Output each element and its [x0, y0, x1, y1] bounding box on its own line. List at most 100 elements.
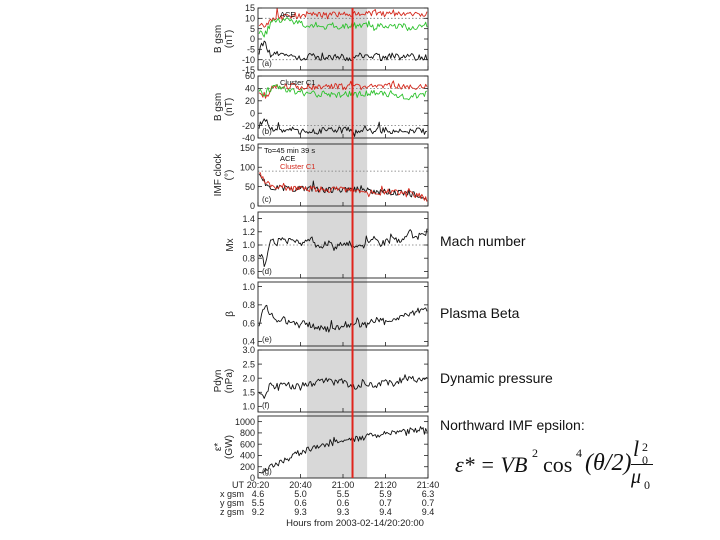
- panel-4-ylabel-line-0: Mx: [225, 238, 236, 251]
- panel-6-ylabel: Pdyn(nPa): [213, 369, 235, 393]
- panel-6: 3.0 2.5 2.0 1.5 1.0 Pdyn(nPa) (f): [213, 345, 429, 413]
- panel-1-ytick-label-3: 0: [250, 34, 255, 44]
- panel-4-ytick-label-3: 0.8: [242, 253, 255, 263]
- x-axis-label: Hours from 2003-02-14/20:20:00: [286, 518, 424, 529]
- panel-6-ytick-label-1: 2.5: [242, 359, 255, 369]
- panel-5-ytick-label-1: 0.8: [242, 300, 255, 310]
- panel-1-ytick-label-5: -10: [242, 55, 255, 65]
- panel-5-ytick-label-3: 0.4: [242, 337, 255, 347]
- panel-3-ylabel-line-0: IMF clock: [213, 153, 224, 197]
- panel-7-ytick-label-0: 1000: [235, 417, 255, 427]
- x-tick-0-y: 5.5: [252, 498, 265, 508]
- panel-2-ytick-label-4: -20: [242, 121, 255, 131]
- panel-7-ylabel: ε*(GW): [213, 435, 235, 459]
- formula-num: l: [633, 436, 640, 461]
- panel-6-ytick-label-2: 2.0: [242, 373, 255, 383]
- x-tick-2-y: 0.6: [337, 498, 350, 508]
- panel-3-legend-1: Cluster C1: [280, 162, 315, 171]
- panel-7-tag: (g): [262, 467, 272, 476]
- panel-4-ylabel: Mx: [225, 238, 236, 251]
- formula-num-sup: 2: [642, 440, 648, 454]
- panel-1-series-red: [258, 7, 428, 28]
- panel-3: 150 100 50 0 IMF clock(°) (c) To=45 min 39 sAC…: [213, 143, 429, 211]
- panel-1-ytick-label-2: 5: [250, 24, 255, 34]
- panel-6-series-dynamic-pressure: [258, 374, 428, 399]
- panel-3-ytick-label-0: 150: [240, 143, 255, 153]
- x-tick-1-z: 9.3: [294, 507, 307, 517]
- panel-2: 60 40 20 0 -20 -40 B gsm(nT) (b) Cluster C1: [213, 71, 429, 143]
- panel-1-ytick-label-1: 10: [245, 14, 255, 24]
- panel-1-tag: (a): [262, 59, 272, 68]
- formula-cos: cos: [543, 452, 573, 477]
- panel-1-series-black: [258, 40, 428, 62]
- shaded-interval-rect: [306, 8, 368, 478]
- x-tick-0-x: 4.6: [252, 489, 265, 499]
- x-tick-3-y: 0.7: [379, 498, 392, 508]
- panel-2-ytick-label-3: 0: [250, 108, 255, 118]
- formula-num-sub: 0: [642, 453, 648, 467]
- annotation-mach-number: Mach number: [440, 233, 526, 249]
- x-tick-3-ut: 21:20: [374, 480, 397, 490]
- panel-2-ytick-label-0: 60: [245, 71, 255, 81]
- x-tick-0-ut: 20:20: [247, 480, 270, 490]
- panel-4-tag: (d): [262, 267, 272, 276]
- panel-1-legend-0: ACE: [280, 10, 295, 19]
- x-tick-2-z: 9.3: [337, 507, 350, 517]
- panel-6-ytick-label-3: 1.5: [242, 387, 255, 397]
- shaded-interval: [306, 8, 368, 478]
- panel-7-ylabel-line-0: ε*: [213, 443, 224, 451]
- formula-fraction-bar: [631, 464, 653, 465]
- panel-6-ytick-label-4: 1.0: [242, 402, 255, 412]
- x-tick-1-x: 5.0: [294, 489, 307, 499]
- panel-2-ytick-label-5: -40: [242, 133, 255, 143]
- panel-4-ytick-label-0: 1.4: [242, 214, 255, 224]
- formula-exp4: 4: [576, 446, 582, 460]
- panel-2-ytick-label-1: 40: [245, 84, 255, 94]
- panel-2-ylabel: B gsm(nT): [213, 93, 235, 121]
- x-tick-4-x: 6.3: [422, 489, 435, 499]
- panel-4-ytick-label-2: 1.0: [242, 240, 255, 250]
- panel-7-ytick-label-3: 400: [240, 451, 255, 461]
- formula-arg: (θ/2): [585, 450, 632, 476]
- formula-exp2: 2: [532, 446, 538, 460]
- panel-7-ylabel-line-1: (GW): [224, 435, 235, 459]
- panel-3-ylabel: IMF clock(°): [213, 153, 235, 197]
- panel-6-ylabel-line-1: (nPa): [224, 369, 235, 393]
- x-row-label-0: UT: [232, 480, 244, 490]
- panel-2-series-green: [258, 84, 428, 101]
- x-tick-1-ut: 20:40: [289, 480, 312, 490]
- panel-7-ytick-label-5: 0: [250, 473, 255, 483]
- x-tick-2-x: 5.5: [337, 489, 350, 499]
- panel-6-tag: (f): [262, 401, 270, 410]
- x-tick-3-z: 9.4: [379, 507, 392, 517]
- panel-4-ytick-label-4: 0.6: [242, 267, 255, 277]
- formula-den: μ: [631, 466, 642, 488]
- panel-3-ytick-label-1: 100: [240, 162, 255, 172]
- panel-2-series-red: [258, 80, 428, 99]
- panel-5-ytick-label-2: 0.6: [242, 318, 255, 328]
- panel-1-series-green: [258, 17, 428, 38]
- panel-1-ytick-label-0: 15: [245, 3, 255, 13]
- panel-5-ylabel-line-0: β: [225, 311, 236, 317]
- formula-lhs: ε* = VB: [455, 452, 528, 477]
- x-row-label-1: x gsm: [220, 489, 244, 499]
- panel-5: 1.0 0.8 0.6 0.4 β (e): [225, 281, 429, 347]
- panel-1-ytick-label-4: -5: [247, 45, 255, 55]
- panel-7-ytick-label-4: 200: [240, 462, 255, 472]
- panel-1-ytick-label-6: -15: [242, 65, 255, 75]
- panel-4: 1.4 1.2 1.0 0.8 0.6 Mx (d): [225, 211, 429, 279]
- panel-2-ylabel-line-1: (nT): [224, 98, 235, 116]
- annotation-plasma-beta: Plasma Beta: [440, 305, 520, 321]
- formula-den-sub: 0: [644, 478, 650, 492]
- panel-4-ytick-label-1: 1.2: [242, 227, 255, 237]
- panel-3-ytick-label-3: 0: [250, 201, 255, 211]
- panel-2-legend-0: Cluster C1: [280, 78, 315, 87]
- x-row-label-3: z gsm: [220, 507, 244, 517]
- panel-3-series-cluster-c1: [258, 172, 428, 202]
- panel-5-series-plasma-beta: [258, 304, 428, 333]
